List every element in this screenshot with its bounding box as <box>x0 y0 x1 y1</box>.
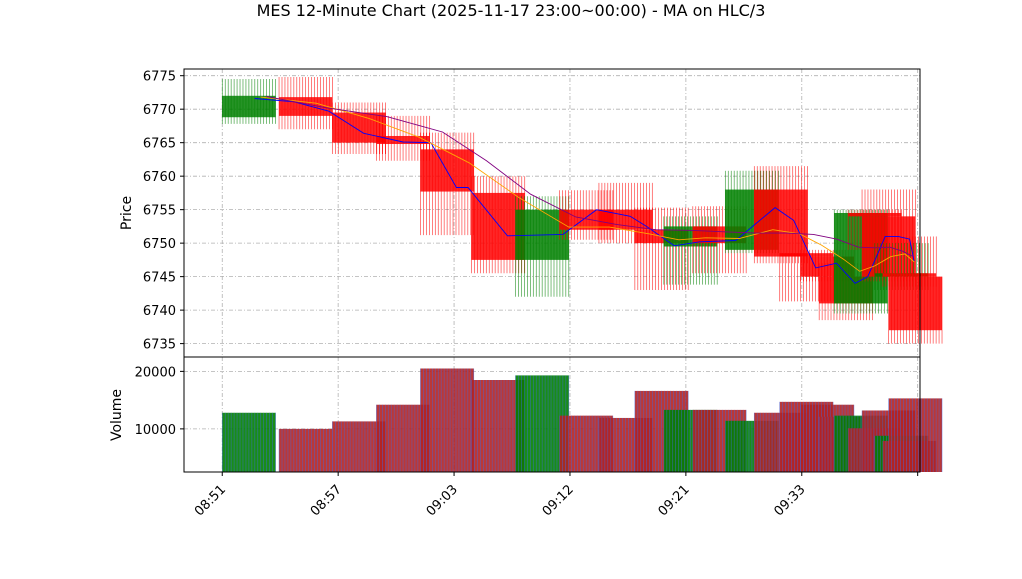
volume-axes-frame <box>183 356 921 473</box>
candles <box>221 77 943 344</box>
price-tick-label: 6745 <box>143 271 176 286</box>
volume-panel: 10000 20000 Volume <box>109 356 943 473</box>
volume-bars <box>221 368 943 472</box>
candle-body <box>882 273 937 277</box>
candle-body <box>376 135 430 145</box>
volume-axis-label: Volume <box>109 389 125 441</box>
candle-body <box>754 189 808 257</box>
price-tick-label: 6770 <box>143 103 176 118</box>
price-tick-label: 6750 <box>143 237 176 252</box>
chart-title: MES 12-Minute Chart (2025-11-17 23:00~00… <box>257 1 766 20</box>
candle-body <box>598 209 653 230</box>
price-tick-label: 6755 <box>143 204 176 219</box>
volume-y-ticks: 10000 20000 <box>135 365 184 438</box>
price-tick-label: 6760 <box>143 170 176 185</box>
candle-body <box>888 276 943 331</box>
price-panel: 6735 6740 6745 6750 6755 6760 6765 6770 6775 Pri… <box>119 68 943 358</box>
candle-body <box>848 213 902 217</box>
moving-average-lines <box>254 96 915 284</box>
ma-line <box>260 96 915 272</box>
volume-tick-label: 20000 <box>135 365 176 380</box>
price-axis-label: Price <box>119 196 135 230</box>
price-tick-label: 6740 <box>143 304 176 319</box>
candle-body <box>222 95 276 118</box>
price-tick-label: 6735 <box>143 338 176 353</box>
price-tick-label: 6775 <box>143 70 176 85</box>
price-y-ticks: 6735 6740 6745 6750 6755 6760 6765 6770 6775 <box>143 70 184 353</box>
price-tick-label: 6765 <box>143 137 176 152</box>
ma-line <box>266 96 914 257</box>
volume-tick-label: 10000 <box>135 423 176 438</box>
